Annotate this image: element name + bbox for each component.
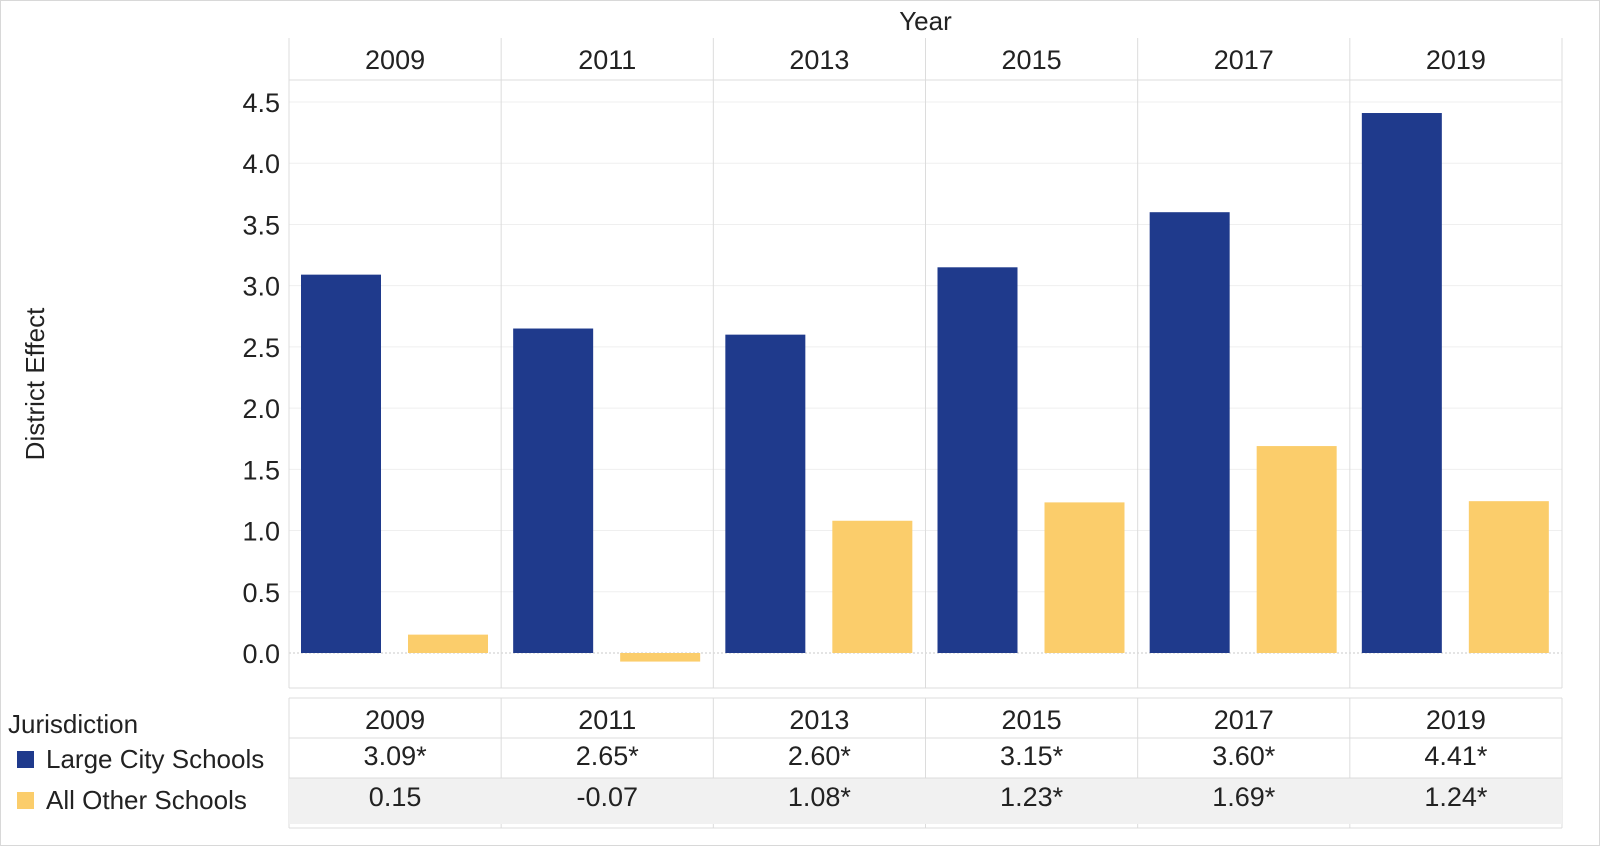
table-year-header: 2019 bbox=[1426, 705, 1486, 735]
data-label: 2.65* bbox=[576, 741, 640, 771]
bar-large-city-2017 bbox=[1149, 212, 1230, 653]
table-row-shade bbox=[289, 778, 1562, 824]
category-header: 2015 bbox=[1002, 45, 1062, 75]
y-tick-label: 3.0 bbox=[242, 272, 280, 302]
legend-label: Large City Schools bbox=[46, 744, 264, 774]
data-label: 2.60* bbox=[788, 741, 852, 771]
bar-all-other-2015 bbox=[1044, 502, 1125, 653]
y-tick-label: 0.5 bbox=[242, 578, 280, 608]
data-label: 3.09* bbox=[364, 741, 428, 771]
data-label: 1.08* bbox=[788, 782, 852, 812]
data-label: 0.15 bbox=[369, 782, 422, 812]
table-year-header: 2017 bbox=[1214, 705, 1274, 735]
category-header: 2011 bbox=[578, 45, 636, 75]
legend-swatch bbox=[17, 792, 34, 809]
bar-large-city-2009 bbox=[301, 274, 381, 653]
table-year-header: 2013 bbox=[789, 705, 849, 735]
data-label: 1.24* bbox=[1424, 782, 1488, 812]
data-label: 3.60* bbox=[1212, 741, 1276, 771]
y-tick-label: 0.0 bbox=[242, 639, 280, 669]
category-header: 2017 bbox=[1214, 45, 1274, 75]
y-tick-label: 2.5 bbox=[242, 333, 280, 363]
table-year-header: 2011 bbox=[578, 705, 636, 735]
table-row-header: Jurisdiction bbox=[8, 709, 138, 739]
bar-large-city-2013 bbox=[725, 334, 806, 653]
y-tick-label: 1.5 bbox=[242, 455, 280, 485]
y-tick-label: 1.0 bbox=[242, 517, 280, 547]
y-tick-label: 4.0 bbox=[242, 149, 280, 179]
category-header: 2013 bbox=[789, 45, 849, 75]
data-label: -0.07 bbox=[576, 782, 638, 812]
table-year-header: 2009 bbox=[365, 705, 425, 735]
y-tick-label: 3.5 bbox=[242, 210, 280, 240]
bar-large-city-2015 bbox=[937, 267, 1018, 653]
bar-all-other-2011 bbox=[620, 653, 701, 662]
bar-all-other-2013 bbox=[832, 520, 913, 653]
legend-label: All Other Schools bbox=[46, 785, 247, 815]
y-tick-label: 4.5 bbox=[242, 88, 280, 118]
data-label: 1.23* bbox=[1000, 782, 1064, 812]
bar-all-other-2019 bbox=[1468, 501, 1549, 653]
column-header-title: Year bbox=[899, 6, 952, 36]
legend-swatch bbox=[17, 751, 34, 768]
data-label: 3.15* bbox=[1000, 741, 1064, 771]
y-tick-label: 2.0 bbox=[242, 394, 280, 424]
bar-large-city-2019 bbox=[1361, 113, 1442, 653]
y-axis-label: District Effect bbox=[20, 307, 50, 460]
data-label: 1.69* bbox=[1212, 782, 1276, 812]
category-header: 2019 bbox=[1426, 45, 1486, 75]
data-label: 4.41* bbox=[1424, 741, 1488, 771]
bar-all-other-2017 bbox=[1256, 446, 1337, 653]
bar-all-other-2009 bbox=[408, 634, 488, 653]
category-header: 2009 bbox=[365, 45, 425, 75]
bar-large-city-2011 bbox=[513, 328, 594, 653]
table-year-header: 2015 bbox=[1002, 705, 1062, 735]
